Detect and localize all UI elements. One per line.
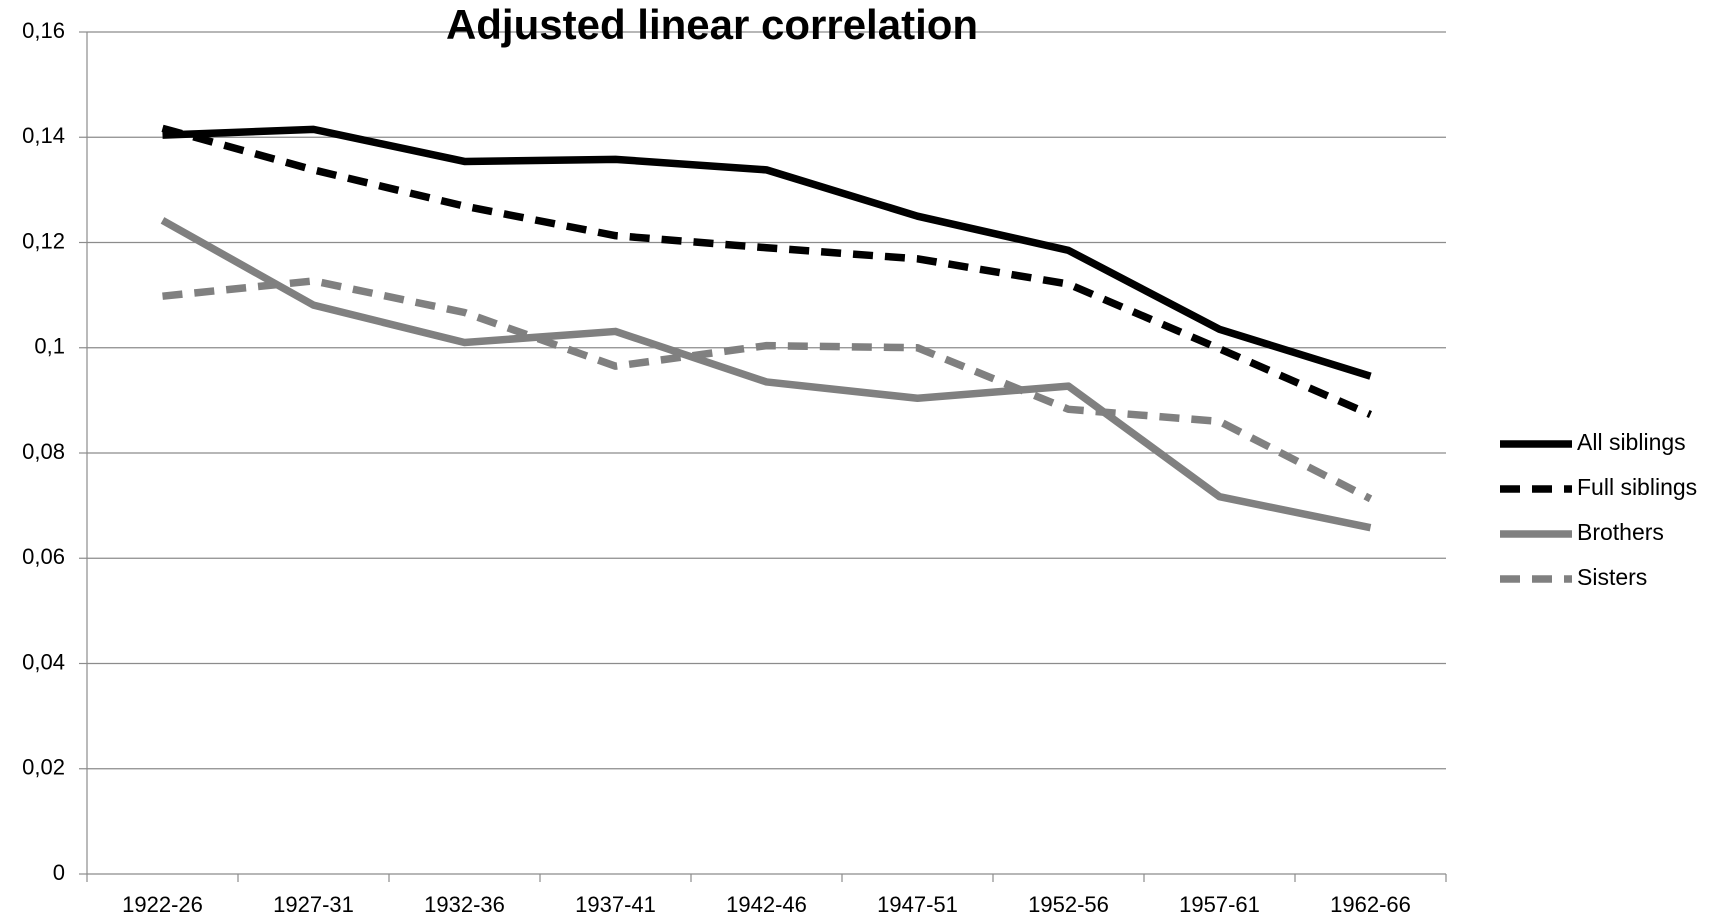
y-tick-label: 0,02 [22,755,65,780]
x-tick-label: 1927-31 [273,892,354,917]
x-tick-label: 1947-51 [877,892,958,917]
x-tick-label: 1922-26 [122,892,203,917]
grid [79,31,1447,882]
legend-label: All siblings [1577,429,1686,455]
y-tick-label: 0,14 [22,123,65,148]
chart-title: Adjusted linear correlation [446,1,978,48]
series-line [162,277,1373,503]
x-tick-label: 1937-41 [575,892,656,917]
legend-label: Brothers [1577,519,1664,545]
y-tick-label: 0,1 [34,334,65,359]
series-line [162,125,1372,380]
y-tick-label: 0,12 [22,228,65,253]
y-tick-label: 0,06 [22,544,65,569]
x-tick-label: 1957-61 [1179,892,1260,917]
y-tick-label: 0,16 [22,18,65,43]
lines [160,124,1373,532]
series-line [161,124,1372,419]
x-tick-label: 1952-56 [1028,892,1109,917]
x-tick-label: 1932-36 [424,892,505,917]
y-tick-label: 0 [53,860,65,885]
x-tick-label: 1962-66 [1330,892,1411,917]
legend-label: Sisters [1577,564,1647,590]
legend-label: Full siblings [1577,474,1697,500]
x-tick-label: 1942-46 [726,892,807,917]
y-tick-label: 0,04 [22,649,65,674]
series-line [160,217,1372,532]
y-tick-label: 0,08 [22,439,65,464]
